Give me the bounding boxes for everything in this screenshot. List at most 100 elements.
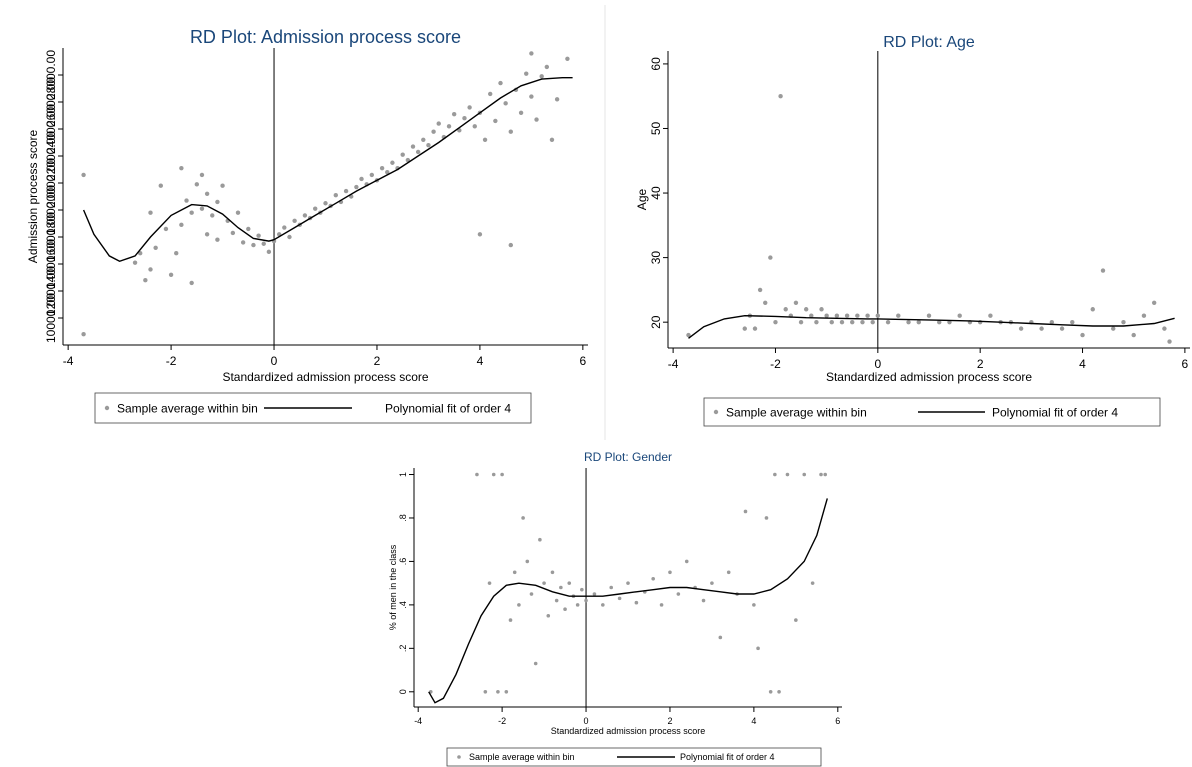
admission-bin-point: [415, 149, 421, 155]
admission-bin-point: [385, 170, 390, 175]
gender-bin-point: [491, 472, 496, 477]
age-x-tick-label: 0: [874, 357, 881, 371]
admission-bin-point: [189, 280, 194, 286]
age-bin-point: [1131, 332, 1136, 338]
age-legend-item-fit: Polynomial fit of order 4: [992, 405, 1118, 419]
admission-bin-point: [184, 198, 189, 203]
admission-bin-point: [189, 210, 194, 215]
admission-bin-point: [421, 137, 426, 142]
admission-bin-point: [313, 206, 318, 211]
admission-y-tick-label: 26000.00: [44, 77, 58, 127]
gender-x-tick-label: 2: [667, 716, 672, 726]
gender-bin-point: [756, 646, 760, 651]
admission-legend-marker: [104, 405, 110, 411]
gender-legend-item-sample: Sample average within bin: [469, 752, 575, 762]
admission-bin-point: [529, 94, 534, 99]
gender-bin-point: [819, 472, 823, 477]
admission-bin-point: [549, 137, 555, 142]
age-polynomial-fit-line: [688, 314, 1175, 339]
gender-bin-point: [542, 581, 546, 585]
age-bin-point: [773, 319, 778, 325]
gender-bin-point: [768, 689, 773, 694]
gender-x-tick-label: 0: [584, 716, 589, 726]
gender-legend-item-fit: Polynomial fit of order 4: [680, 752, 775, 762]
admission-y-tick-label: 24000.00: [44, 104, 58, 154]
age-bin-point: [937, 319, 942, 325]
gender-bin-point: [626, 581, 630, 585]
admission-bin-point: [256, 233, 261, 238]
gender-bin-point: [517, 603, 521, 607]
admission-bin-point: [508, 129, 513, 134]
age-y-tick-label: 20: [649, 315, 663, 329]
gender-x-axis-label: Standardized admission process score: [551, 726, 706, 736]
gender-bin-point: [559, 585, 563, 590]
gender-bin-point: [785, 472, 790, 477]
age-bin-point: [957, 313, 962, 318]
gender-bin-point: [684, 559, 689, 564]
gender-bin-point: [710, 581, 714, 585]
gender-bin-point: [726, 570, 731, 575]
admission-bin-point: [153, 245, 158, 250]
admission-bin-point: [462, 116, 467, 121]
admission-bin-point: [343, 188, 349, 194]
admission-bin-point: [251, 242, 256, 248]
admission-bin-point: [477, 232, 483, 237]
gender-bin-point: [550, 570, 555, 575]
gender-bin-point: [718, 635, 723, 640]
admission-bin-point: [323, 201, 328, 206]
age-bin-point: [1141, 313, 1147, 318]
age-x-tick-label: 2: [977, 357, 984, 371]
admission-bin-point: [451, 111, 457, 117]
admission-bin-point: [529, 51, 534, 56]
age-bin-point: [829, 319, 834, 325]
age-bin-point: [757, 287, 763, 293]
gender-x-tick-label: -2: [498, 716, 506, 726]
age-x-tick-label: 4: [1079, 357, 1086, 371]
gender-bin-point: [601, 603, 605, 607]
admission-bin-point: [163, 226, 169, 232]
gender-bin-point: [592, 592, 597, 596]
admission-bin-point: [431, 129, 436, 134]
admission-y-axis-label: Admission process score: [26, 129, 40, 263]
admission-bin-point: [400, 152, 405, 157]
admission-bin-point: [524, 71, 529, 76]
admission-bin-point: [215, 199, 220, 205]
age-bin-point: [834, 313, 840, 318]
gender-bin-point: [538, 537, 542, 542]
gender-bin-point: [567, 581, 572, 585]
admission-bin-point: [287, 234, 292, 240]
age-bin-point: [809, 313, 814, 318]
gender-x-tick-label: 6: [835, 716, 840, 726]
age-bin-point: [860, 319, 865, 325]
admission-bin-point: [508, 242, 513, 248]
gender-bin-point: [496, 689, 500, 694]
admission-bin-point: [436, 121, 441, 126]
admission-bin-point: [498, 80, 503, 86]
age-bin-point: [885, 319, 891, 325]
gender-bin-point: [773, 472, 777, 477]
admission-y-tick-label: 16000.00: [44, 212, 58, 262]
admission-bin-point: [148, 267, 153, 272]
gender-bin-point: [563, 607, 567, 612]
admission-bin-point: [467, 105, 472, 110]
age-y-tick-label: 30: [649, 251, 663, 265]
gender-bin-point: [525, 559, 530, 564]
age-bin-point: [1162, 326, 1167, 331]
age-bin-point: [752, 326, 758, 331]
gender-bin-point: [580, 587, 584, 592]
age-bin-point: [798, 319, 804, 325]
admission-bin-point: [261, 241, 266, 246]
admission-x-axis-label: Standardized admission process score: [222, 370, 428, 384]
gender-bin-point: [533, 661, 538, 666]
gender-bin-point: [764, 516, 769, 520]
gender-bin-point: [676, 592, 681, 596]
gender-title: RD Plot: Gender: [584, 450, 672, 464]
age-bin-point: [768, 255, 773, 260]
age-bin-point: [1080, 332, 1085, 338]
age-bin-point: [793, 300, 799, 306]
age-legend-item-sample: Sample average within bin: [726, 405, 867, 419]
gender-bin-point: [504, 689, 509, 694]
admission-x-tick-label: 6: [580, 354, 587, 368]
gender-bin-point: [500, 472, 504, 477]
admission-bin-point: [390, 160, 395, 165]
